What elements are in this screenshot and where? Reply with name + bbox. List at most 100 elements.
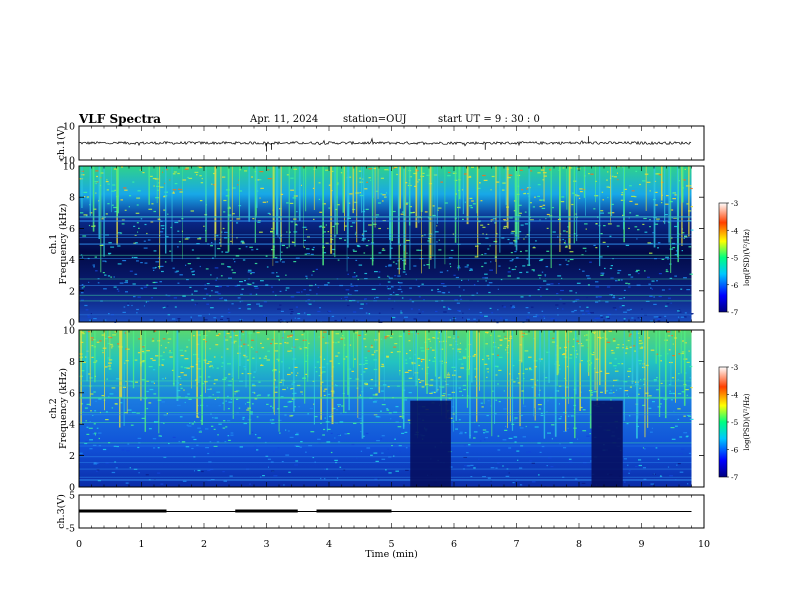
- spectrogram-texture: [537, 274, 542, 276]
- spectrogram-texture: [473, 284, 476, 286]
- spectrogram-texture: [143, 286, 148, 288]
- spectrogram-texture: [552, 231, 556, 233]
- spectrogram-texture: [209, 348, 211, 350]
- spectrogram-texture: [153, 393, 157, 395]
- spectrogram-texture: [132, 181, 135, 183]
- spectrogram-texture: [318, 336, 321, 338]
- spectrogram-texture: [95, 470, 98, 472]
- spectrogram-texture: [122, 311, 126, 313]
- spectrogram-texture: [660, 403, 662, 405]
- spectrogram-texture: [505, 475, 510, 477]
- spectrogram-texture: [316, 361, 320, 363]
- spectrogram-texture: [127, 304, 130, 306]
- spectrogram-texture: [527, 312, 530, 314]
- spectrogram-texture: [421, 359, 423, 361]
- spectrogram-texture: [240, 293, 243, 295]
- spectrogram-texture: [287, 335, 291, 337]
- spectrogram-texture: [444, 202, 448, 204]
- colorbar-tick-label: -3: [731, 199, 739, 208]
- spectrogram-texture: [173, 191, 175, 193]
- spectrogram-texture: [586, 296, 588, 299]
- spectrogram-texture: [539, 219, 541, 221]
- spectrogram-texture: [469, 205, 473, 207]
- spectrogram-texture: [559, 298, 562, 300]
- spectrogram-texture: [283, 484, 285, 486]
- spectrogram-texture: [387, 227, 389, 230]
- spectrogram-texture: [616, 225, 620, 227]
- spectrogram-texture: [259, 171, 264, 173]
- spectrogram-texture: [505, 425, 507, 427]
- spectrogram-texture: [651, 427, 653, 429]
- spectrogram-texture: [669, 248, 674, 250]
- spectrogram-texture: [356, 319, 358, 321]
- spectrogram-texture: [111, 190, 115, 192]
- spectrogram-texture: [672, 247, 676, 249]
- spectrogram-texture: [456, 350, 460, 352]
- spectrogram-texture: [446, 270, 449, 272]
- spectrogram-texture: [252, 282, 255, 284]
- spectrogram-texture: [650, 349, 655, 351]
- spectrogram-texture: [150, 175, 153, 177]
- spectrogram-texture: [490, 467, 495, 469]
- spectrogram-texture: [563, 447, 567, 449]
- spectrogram-texture: [136, 197, 141, 199]
- spectrogram-texture: [362, 233, 364, 235]
- spectrogram-texture: [299, 446, 302, 448]
- spectrogram-texture: [179, 274, 183, 276]
- spectrogram-texture: [568, 458, 572, 460]
- spectrogram-texture: [683, 237, 685, 239]
- spectrogram-texture: [123, 187, 127, 189]
- spectrogram-texture: [649, 190, 651, 192]
- spectrogram-texture: [381, 458, 386, 460]
- spectrogram-texture: [323, 331, 327, 333]
- spectrogram-texture: [505, 349, 507, 351]
- spectrogram-texture: [409, 176, 412, 178]
- spectrogram-texture: [90, 313, 92, 315]
- spectrogram-texture: [571, 203, 574, 206]
- spectrogram-texture: [380, 390, 384, 392]
- spectrogram-texture: [508, 174, 513, 176]
- spectrogram-texture: [134, 359, 138, 361]
- spectrogram-texture: [363, 252, 366, 254]
- spectrogram-texture: [124, 189, 128, 191]
- spectrogram-texture: [411, 361, 415, 364]
- spectrogram-texture: [354, 201, 356, 203]
- spectrogram-texture: [298, 406, 301, 408]
- spectrogram-texture: [199, 430, 202, 432]
- spectrogram-texture: [270, 405, 272, 407]
- spectrogram-texture: [243, 422, 248, 425]
- spectrogram-texture: [276, 275, 280, 277]
- spectrogram-texture: [328, 184, 331, 186]
- spectrogram-texture: [271, 470, 275, 472]
- spectrogram-texture: [399, 450, 401, 452]
- spectrogram-texture: [309, 407, 313, 410]
- spectrogram-texture: [487, 400, 490, 402]
- spectrogram-texture: [605, 301, 609, 303]
- spectrogram-texture: [508, 447, 512, 449]
- x-tick-label: 3: [263, 539, 269, 550]
- spectrogram-texture: [146, 284, 149, 286]
- spectrogram-texture: [448, 171, 451, 174]
- chart-title: VLF Spectra: [79, 112, 162, 126]
- spectrogram-texture: [533, 270, 535, 272]
- spectrogram-texture: [535, 240, 537, 242]
- spectrogram-texture: [462, 218, 464, 220]
- spectrogram-texture: [335, 355, 339, 357]
- spectrogram-texture: [149, 319, 154, 321]
- spectrogram-texture: [303, 246, 306, 248]
- spectrogram-texture: [678, 353, 681, 355]
- spectrogram-texture: [151, 381, 155, 383]
- spectrogram-texture: [613, 391, 615, 394]
- spectrogram-texture: [543, 317, 546, 319]
- spectrogram-texture: [255, 293, 258, 295]
- spectrogram-texture: [265, 284, 269, 286]
- spectrogram-texture: [225, 400, 227, 402]
- spectrogram-texture: [571, 320, 574, 322]
- spectrogram-texture: [201, 470, 204, 473]
- spectrogram-texture: [503, 408, 507, 410]
- spectrogram-texture: [215, 279, 217, 281]
- spectrogram-texture: [648, 219, 651, 221]
- spectrogram-texture: [602, 273, 604, 275]
- spectrogram-texture: [344, 239, 347, 241]
- spectrogram-texture: [529, 170, 533, 172]
